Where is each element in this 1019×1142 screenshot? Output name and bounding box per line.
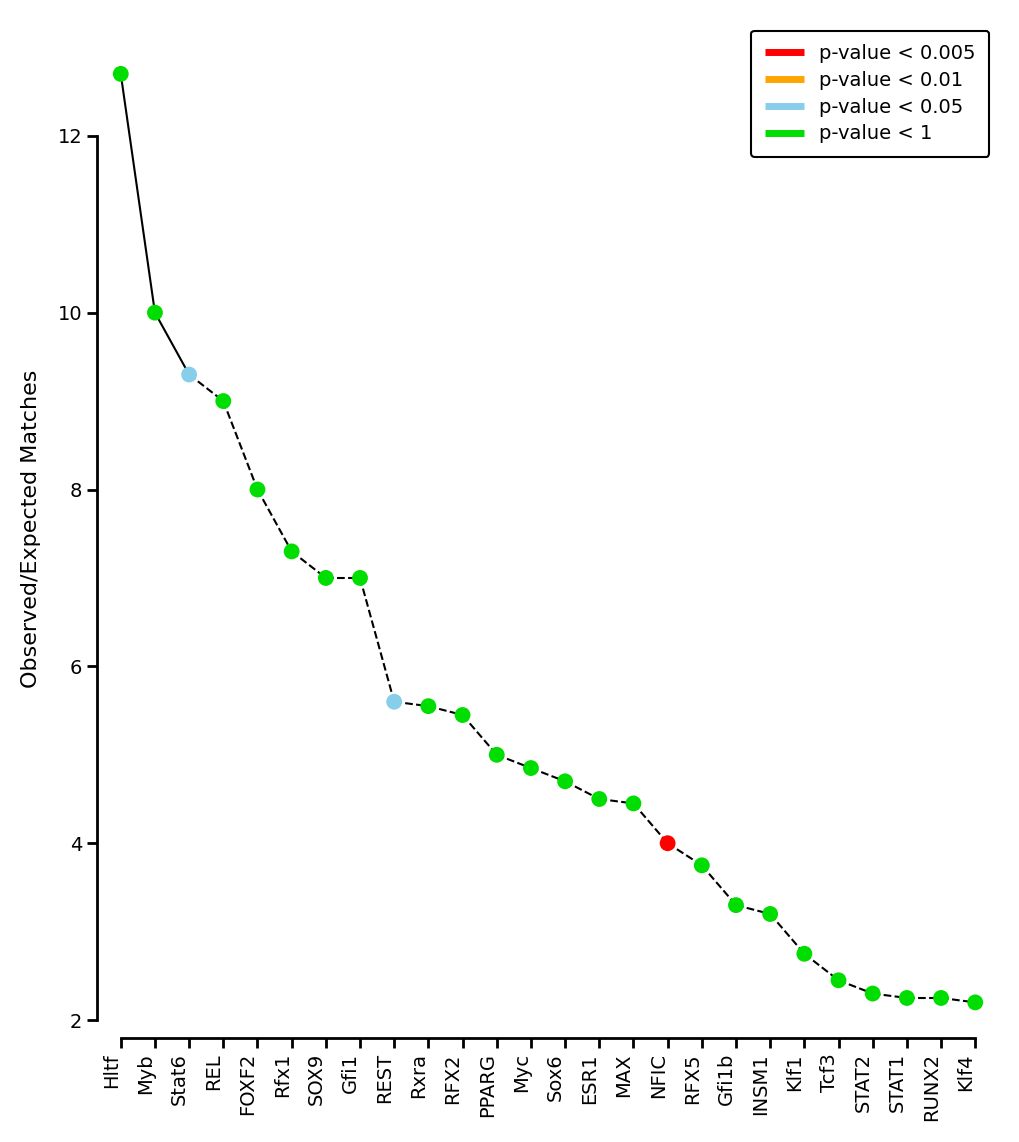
Point (864, 984, 880, 1003)
Point (180, 365, 197, 384)
Point (796, 944, 812, 963)
Point (147, 304, 163, 322)
Point (932, 989, 949, 1007)
Y-axis label: Observed/Expected Matches: Observed/Expected Matches (20, 370, 41, 689)
Point (283, 542, 300, 561)
Point (966, 994, 982, 1012)
Point (591, 790, 607, 809)
Point (488, 746, 504, 764)
Point (625, 795, 641, 813)
Legend: p-value < 0.005, p-value < 0.01, p-value < 0.05, p-value < 1: p-value < 0.005, p-value < 0.01, p-value… (751, 31, 988, 158)
Point (898, 989, 914, 1007)
Point (659, 834, 676, 852)
Point (215, 392, 231, 410)
Point (556, 772, 573, 790)
Point (829, 971, 846, 989)
Point (385, 692, 401, 710)
Point (728, 896, 744, 915)
Point (249, 481, 265, 499)
Point (761, 904, 777, 923)
Point (693, 856, 709, 875)
Point (112, 65, 128, 83)
Point (420, 697, 436, 715)
Point (453, 706, 470, 724)
Point (317, 569, 333, 587)
Point (352, 569, 368, 587)
Point (523, 759, 539, 778)
